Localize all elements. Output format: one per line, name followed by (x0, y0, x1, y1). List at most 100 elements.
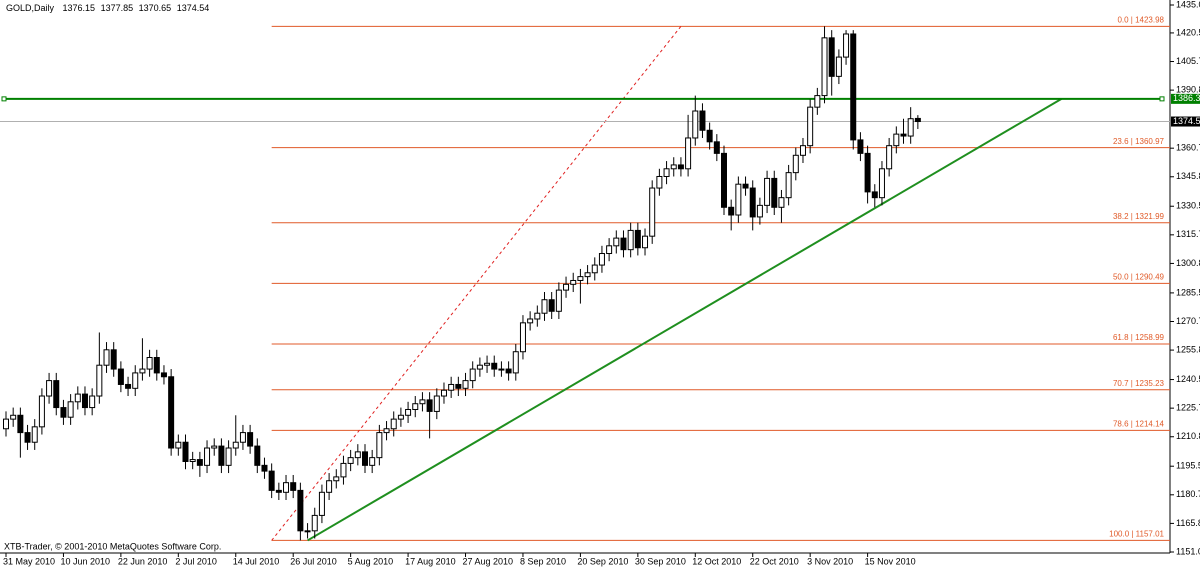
candle-body (426, 399, 433, 412)
candle-body (74, 393, 81, 403)
candle-body (519, 322, 526, 353)
candle-body (189, 459, 196, 462)
y-tick-label: 1151.00 (1176, 546, 1200, 556)
fib-level-label: 50.0 | 1290.49 (1113, 272, 1165, 281)
candle-body (326, 480, 333, 493)
trend-line (307, 97, 1062, 542)
candle-body (354, 451, 361, 459)
candle-body (663, 168, 670, 177)
candle-body (318, 491, 325, 516)
candle-body (405, 408, 412, 416)
current-price-box (1171, 116, 1200, 127)
candle-body (60, 407, 67, 418)
candle-body (620, 237, 627, 251)
candle-body (584, 272, 591, 278)
candle-body (548, 299, 555, 312)
candle-body (721, 152, 727, 208)
fib-level-label: 38.2 | 1321.99 (1113, 212, 1165, 221)
candle-body (81, 393, 88, 409)
candle-body (390, 418, 397, 430)
candle-body (433, 395, 440, 412)
y-tick-label: 1300.85 (1176, 258, 1200, 268)
candle-body (900, 133, 907, 137)
candle-body (96, 364, 103, 397)
candle-body (512, 351, 519, 374)
line-handle (1159, 96, 1165, 102)
y-tick-label: 1315.70 (1176, 229, 1200, 239)
candle-body (914, 117, 921, 123)
candle-body (110, 349, 117, 370)
candle-body (742, 183, 749, 189)
candle-body (455, 383, 462, 389)
candle-body (886, 145, 893, 170)
candle-body (907, 118, 914, 137)
candle-body (254, 445, 261, 466)
candle-body (440, 389, 447, 397)
candle-body (247, 432, 254, 447)
fib-level-label: 0.0 | 1423.98 (1117, 15, 1164, 24)
y-tick-label: 1405.70 (1176, 56, 1200, 66)
candle-body (677, 164, 684, 170)
x-tick-label: 12 Oct 2010 (692, 556, 741, 566)
candle-body (555, 289, 562, 312)
fib-level-label: 70.7 | 1235.23 (1113, 379, 1165, 388)
chart-header: GOLD,Daily 1376.15 1377.85 1370.65 1374.… (6, 3, 209, 13)
y-tick-label: 1225.70 (1176, 403, 1200, 413)
candle-body (871, 191, 878, 199)
y-tick-label: 1240.55 (1176, 374, 1200, 384)
candle-body (778, 197, 785, 208)
candle-body (527, 318, 534, 324)
chart-title: GOLD,Daily (6, 3, 55, 13)
y-tick-label: 1285.55 (1176, 287, 1200, 297)
candle-body (534, 312, 541, 320)
candle-body (46, 380, 53, 397)
candle-body (17, 414, 24, 434)
candle-body (31, 426, 38, 443)
candle-body (570, 279, 577, 285)
candle-body (297, 489, 304, 532)
header-high: 1377.85 (101, 3, 134, 13)
header-open: 1376.15 (63, 3, 96, 13)
fib-level-label: 100.0 | 1157.01 (1109, 530, 1164, 539)
candle-body (448, 383, 455, 391)
candle-body (642, 235, 649, 249)
candle-body (333, 476, 340, 482)
candle-body (771, 177, 778, 208)
candle-body (577, 276, 584, 281)
candle-body (692, 110, 699, 139)
candle-body (225, 447, 232, 466)
candle-body (828, 37, 835, 77)
candle-body (850, 33, 857, 141)
candle-body (369, 457, 376, 466)
x-tick-label: 10 Jun 2010 (60, 556, 110, 566)
header-low: 1370.65 (139, 3, 172, 13)
y-tick-label: 1255.85 (1176, 344, 1200, 354)
x-tick-label: 15 Nov 2010 (865, 556, 916, 566)
x-tick-label: 27 Aug 2010 (463, 556, 514, 566)
candle-body (821, 37, 828, 97)
candle-body (67, 401, 74, 418)
x-tick-label: 8 Sep 2010 (520, 556, 566, 566)
candle-body (3, 418, 9, 430)
candle-body (340, 462, 347, 478)
candle-body (53, 380, 60, 409)
y-tick-label: 1180.70 (1176, 489, 1200, 499)
candle-body (649, 187, 656, 237)
candle-body (24, 432, 31, 443)
candle-body (125, 383, 132, 389)
candle-body (484, 362, 491, 366)
hline-price-label: 1386.31 (1173, 93, 1200, 103)
candle-body (764, 177, 771, 206)
candle-body (218, 445, 225, 466)
footer: XTB-Trader, © 2001-2010 MetaQuotes Softw… (4, 541, 221, 551)
candle-body (232, 441, 239, 449)
candle-body (383, 428, 390, 434)
candle-body (606, 245, 613, 255)
line-handle (1, 96, 7, 102)
candle-body (713, 141, 720, 154)
candle-body (462, 380, 469, 389)
candle-body (563, 283, 570, 291)
candle-body (139, 368, 146, 374)
